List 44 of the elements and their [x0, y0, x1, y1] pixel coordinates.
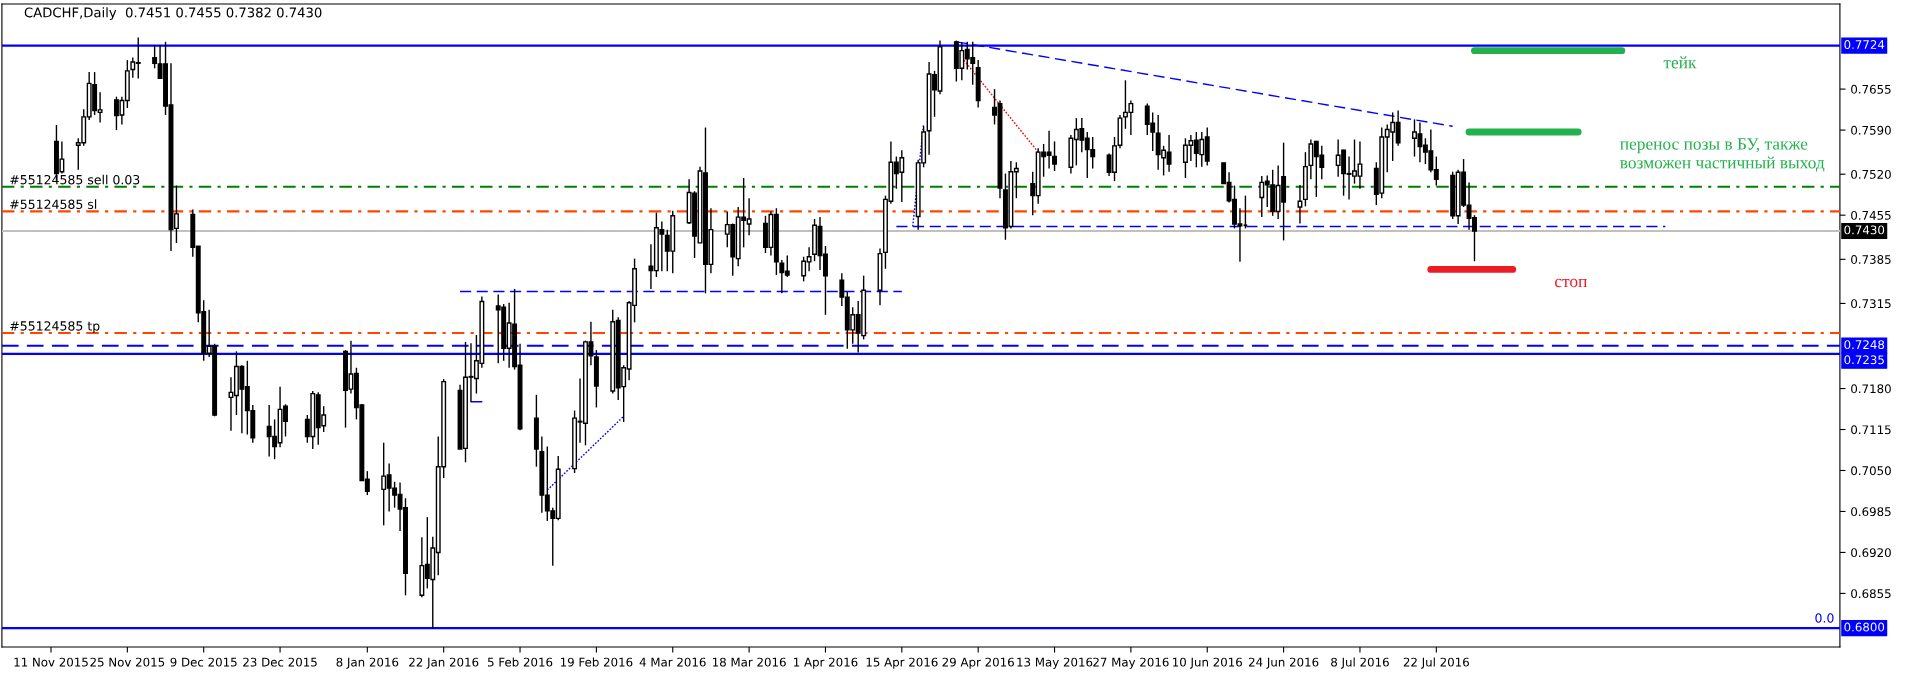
y-tick-label: 0.6985	[1851, 507, 1891, 517]
ref-line-label: #55124585 sl	[10, 199, 97, 209]
x-tick-label: 29 Apr 2016	[942, 657, 1014, 669]
y-tick-label: 0.7385	[1851, 255, 1891, 264]
x-tick-label: 15 Apr 2016	[866, 657, 938, 669]
x-tick-label: 1 Apr 2016	[794, 657, 858, 669]
y-tick-label: 0.7115	[1851, 425, 1891, 435]
y-tick-label: 0.7050	[1851, 466, 1891, 476]
ref-line-label: 0.7235	[1844, 355, 1884, 365]
x-tick-label: 9 Dec 2015	[170, 657, 237, 667]
text: перенос позы в БУ, также возможен частичный выход	[1620, 138, 1825, 172]
annotation: 0.0	[1815, 613, 1834, 623]
y-tick-label: 0.7590	[1851, 125, 1891, 135]
x-tick-label: 4 Mar 2016	[639, 657, 706, 667]
text: стоп	[1555, 278, 1587, 288]
ref-line-label: #55124585 tp	[10, 321, 100, 334]
y-tick-label: 0.6855	[1851, 589, 1891, 599]
ref-line-label: 0.7724	[1844, 40, 1885, 50]
ref-line-label: 0.7248	[1844, 340, 1885, 350]
y-tick-label: 0.7520	[1851, 169, 1891, 179]
x-tick-label: 8 Jul 2016	[1331, 657, 1389, 669]
x-tick-label: 23 Dec 2015	[243, 657, 317, 667]
x-tick-label: 8 Jan 2016	[336, 657, 399, 669]
y-tick-label: 0.6920	[1851, 548, 1891, 558]
x-tick-label: 18 Mar 2016	[712, 657, 786, 667]
y-tick-label: 0.7655	[1851, 84, 1891, 94]
y-tick-label: 0.7455	[1851, 210, 1891, 220]
x-tick-label: 25 Nov 2015	[90, 657, 165, 667]
chart-title: CADCHF,Daily 0.7451 0.7455 0.7382 0.7430	[24, 7, 322, 20]
ref-line-label: 0.7430	[1844, 225, 1885, 235]
x-tick-label: 22 Jan 2016	[409, 657, 479, 669]
x-tick-label: 24 Jun 2016	[1248, 657, 1319, 669]
y-tick-label: 0.7180	[1851, 384, 1891, 394]
x-tick-label: 22 Jul 2016	[1403, 657, 1469, 669]
x-tick-label: 13 May 2016	[1017, 657, 1093, 669]
x-tick-label: 27 May 2016	[1093, 657, 1169, 669]
x-tick-label: 11 Nov 2015	[14, 657, 88, 667]
x-tick-label: 19 Feb 2016	[560, 657, 633, 667]
text: тейк	[1663, 56, 1697, 69]
x-tick-label: 10 Jun 2016	[1173, 657, 1243, 669]
x-tick-label: 5 Feb 2016	[487, 657, 553, 667]
y-tick-label: 0.7315	[1851, 299, 1891, 309]
ref-line-label: 0.6800	[1844, 622, 1885, 632]
ref-line-label: #55124585 sell 0.03	[10, 174, 140, 185]
